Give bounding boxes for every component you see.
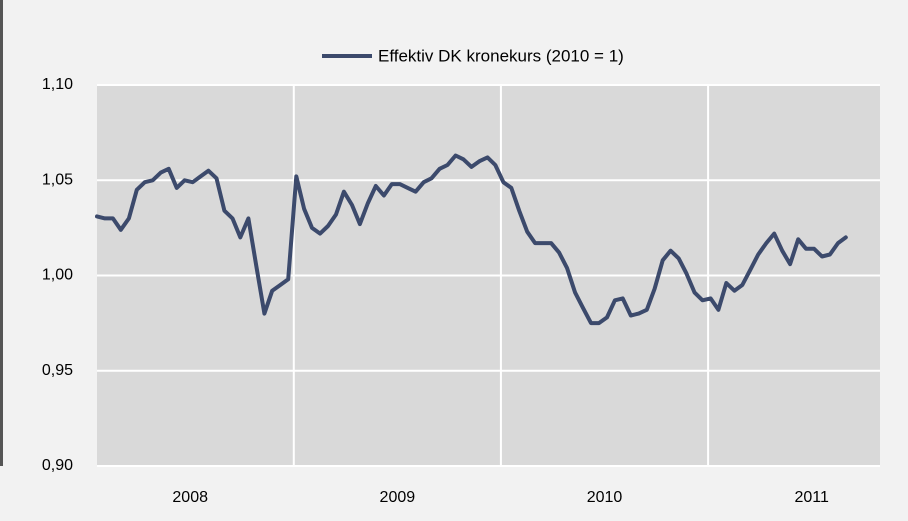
y-tick-label: 0,95 — [42, 362, 73, 379]
y-tick-label: 1,00 — [42, 267, 73, 284]
x-tick-label: 2008 — [172, 489, 208, 506]
left-border — [0, 0, 3, 466]
y-tick-label: 1,05 — [42, 171, 73, 188]
x-tick-label: 2010 — [587, 489, 623, 506]
y-tick-label: 0,90 — [42, 457, 73, 474]
x-tick-label: 2009 — [380, 489, 416, 506]
legend-label: Effektiv DK kronekurs (2010 = 1) — [378, 46, 624, 65]
line — [95, 153, 848, 326]
x-tick-label: 2011 — [794, 489, 829, 506]
y-tick-label: 1,10 — [42, 76, 73, 93]
